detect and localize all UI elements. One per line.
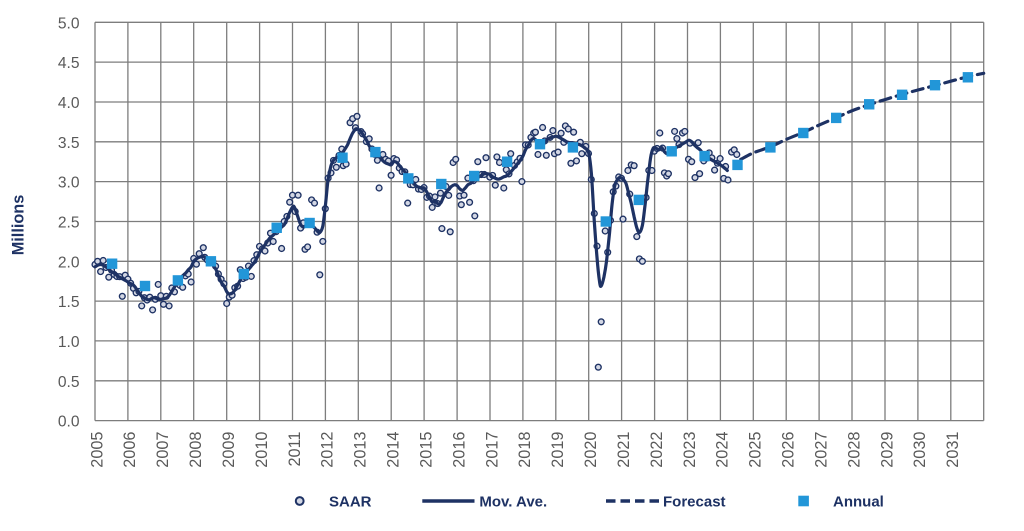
svg-text:0.5: 0.5 (58, 374, 80, 391)
svg-text:2014: 2014 (385, 432, 403, 468)
svg-text:2012: 2012 (319, 432, 337, 468)
svg-text:2022: 2022 (648, 432, 666, 468)
svg-text:2009: 2009 (220, 432, 238, 468)
svg-text:1.5: 1.5 (58, 294, 80, 311)
svg-text:4.0: 4.0 (58, 95, 80, 112)
svg-text:2015: 2015 (417, 432, 435, 468)
svg-text:2018: 2018 (516, 432, 534, 468)
svg-text:2011: 2011 (286, 432, 304, 467)
svg-text:2023: 2023 (681, 432, 699, 468)
svg-text:2030: 2030 (911, 432, 929, 468)
svg-text:Annual: Annual (833, 494, 884, 511)
svg-text:2021: 2021 (615, 432, 633, 468)
svg-text:3.5: 3.5 (58, 135, 80, 152)
svg-text:2031: 2031 (944, 432, 962, 468)
svg-text:2007: 2007 (154, 432, 172, 468)
svg-text:SAAR: SAAR (329, 494, 372, 511)
svg-text:4.5: 4.5 (58, 55, 80, 72)
svg-text:2029: 2029 (878, 432, 896, 468)
svg-text:0.0: 0.0 (58, 414, 80, 431)
svg-text:5.0: 5.0 (58, 15, 80, 32)
svg-text:2017: 2017 (483, 432, 501, 468)
svg-text:Millions: Millions (9, 195, 27, 256)
svg-text:2008: 2008 (187, 432, 205, 468)
svg-text:2026: 2026 (780, 432, 798, 468)
svg-text:1.0: 1.0 (58, 334, 80, 351)
svg-text:2010: 2010 (253, 432, 271, 468)
svg-text:2019: 2019 (549, 432, 567, 468)
svg-text:2028: 2028 (845, 432, 863, 468)
svg-text:Forecast: Forecast (663, 494, 726, 511)
svg-text:2027: 2027 (812, 432, 830, 468)
svg-text:2006: 2006 (121, 432, 139, 468)
svg-text:2005: 2005 (88, 432, 106, 468)
svg-text:Mov. Ave.: Mov. Ave. (479, 494, 547, 511)
svg-text:2025: 2025 (747, 432, 765, 468)
svg-text:2.0: 2.0 (58, 254, 80, 271)
svg-text:2.5: 2.5 (58, 215, 80, 232)
svg-text:2013: 2013 (352, 432, 370, 468)
svg-text:2016: 2016 (450, 432, 468, 468)
svg-text:2020: 2020 (582, 432, 600, 468)
svg-text:2024: 2024 (714, 432, 732, 468)
svg-text:3.0: 3.0 (58, 175, 80, 192)
